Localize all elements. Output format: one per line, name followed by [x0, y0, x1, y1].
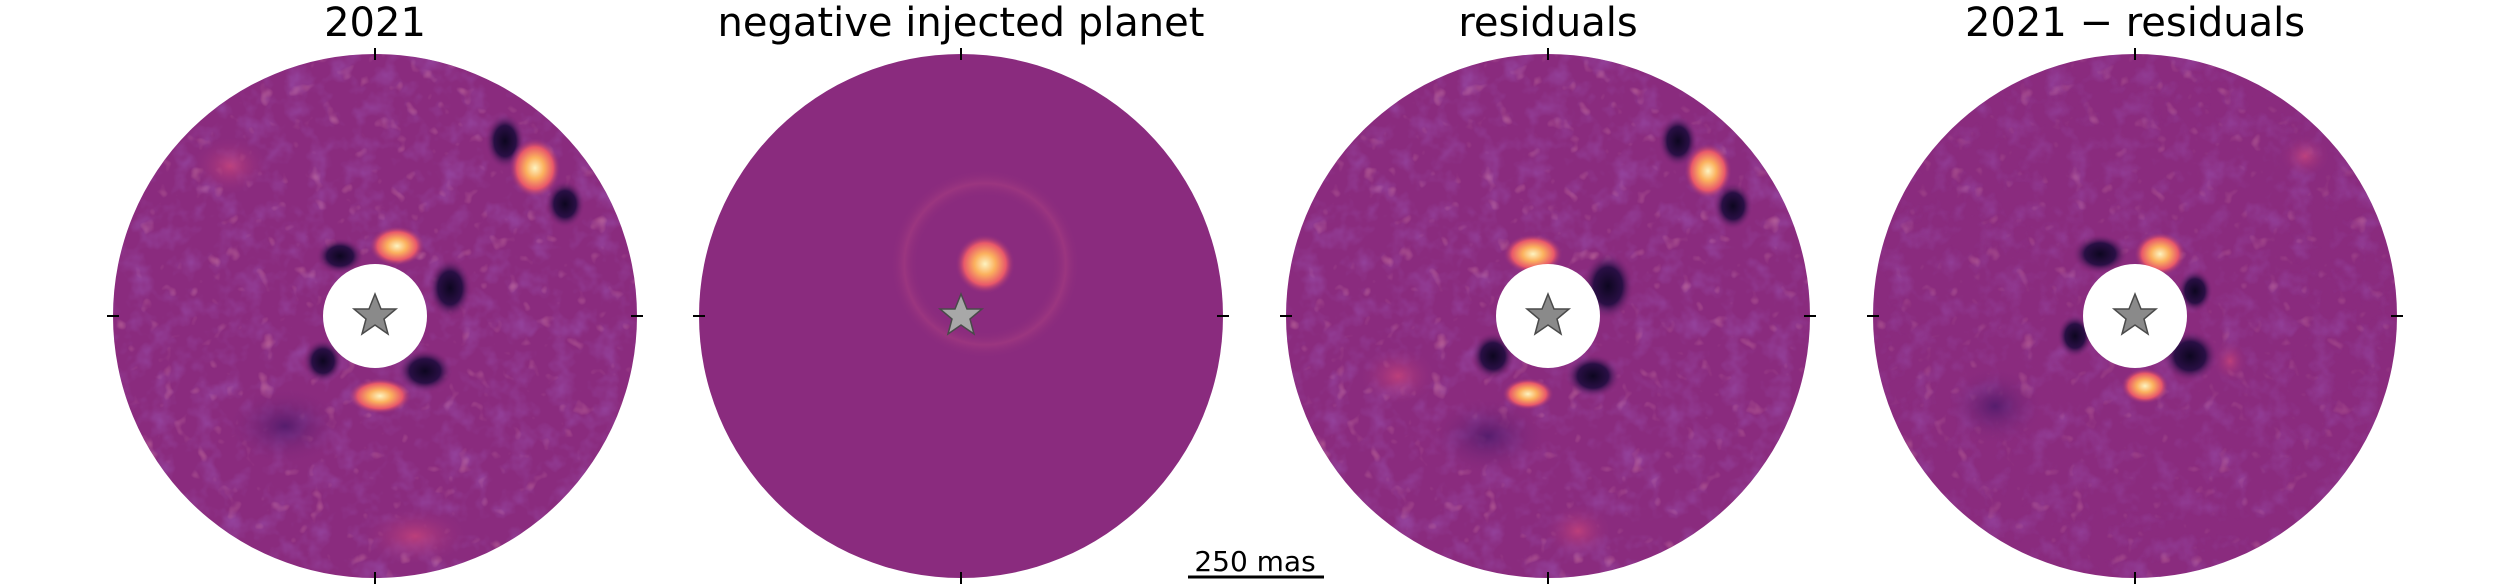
axis-ticks — [1280, 48, 1816, 584]
panel-title: 2021 − residuals — [1965, 0, 2305, 46]
scale-bar-label: 250 mas — [1194, 545, 1315, 578]
star-marker — [1524, 291, 1572, 336]
panel-negative-injected-planet: negative injected planet — [693, 0, 1229, 584]
panel-residuals: residuals — [1280, 0, 1816, 584]
panel-2021: 2021 — [107, 0, 643, 584]
panel-title: 2021 — [324, 0, 426, 46]
axis-ticks — [693, 48, 1229, 584]
panel-2021-minus-residuals: 2021 − residuals — [1867, 0, 2403, 584]
star-marker — [351, 291, 399, 336]
panel-title: negative injected planet — [718, 0, 1205, 46]
scale-bar: 250 mas — [1188, 545, 1324, 579]
axis-ticks — [107, 48, 643, 584]
star-marker — [2111, 291, 2159, 336]
panel-title: residuals — [1458, 0, 1637, 46]
star-marker — [937, 291, 985, 336]
axis-ticks — [1867, 48, 2403, 584]
